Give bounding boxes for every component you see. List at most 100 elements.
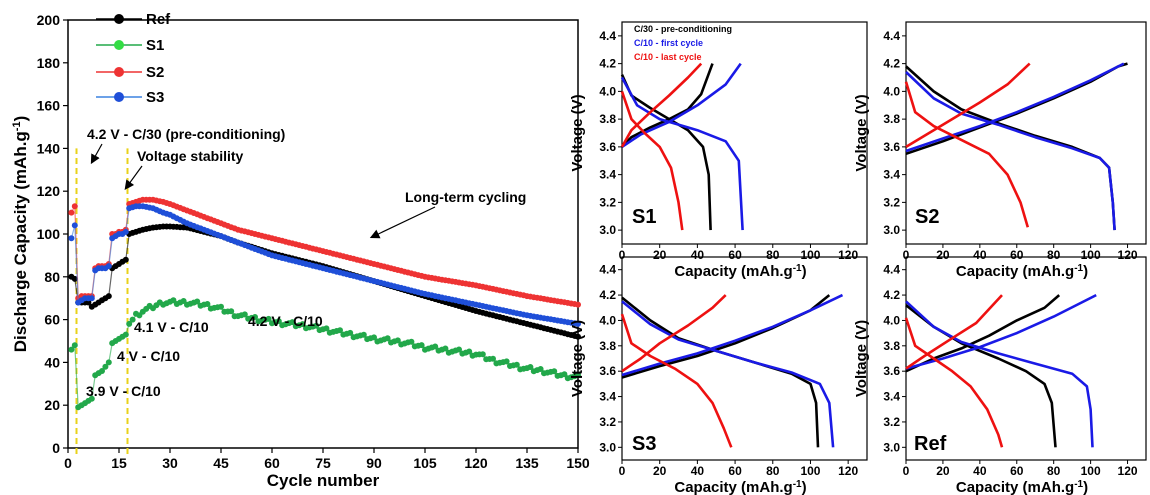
panel-ref: 3.0 3.2 3.4 3.6 3.8 4.0 4.2 4.4 0 20 40 60 80 100 120 R… (853, 256, 1147, 495)
main-y-tick-label: 60 (44, 312, 60, 328)
panel-y-tick-label: 4.0 (883, 313, 900, 327)
panel-x-tick-label: 20 (936, 464, 950, 478)
data-point (561, 371, 568, 378)
main-x-tick-label: 135 (515, 455, 539, 471)
panel-frame (621, 256, 868, 461)
data-point (71, 342, 78, 349)
legend-entry-s2: S2 (96, 64, 164, 81)
panel-frame (905, 256, 1147, 461)
panel-y-tick-label: 3.6 (883, 364, 900, 378)
panel-y-tick-label: 3.2 (599, 195, 616, 209)
cycling-chart: 0 20 40 60 80 100 120 140 160 180 200 0 15 30 45 60 75 9… (11, 11, 590, 490)
curve-charge (621, 294, 727, 373)
main-x-tick-label: 105 (413, 455, 437, 471)
series-s2 (68, 196, 581, 308)
legend-s1-marker (114, 40, 124, 50)
data-point (347, 329, 354, 336)
data-point (102, 363, 109, 370)
legend-s2-label: S2 (146, 64, 164, 81)
panel-y-tick-label: 3.8 (883, 112, 900, 126)
panel-s1: 3.03.23.43.63.84.04.24.40 20 40 60 80 100 120S… (569, 21, 868, 280)
data-point (527, 364, 534, 370)
panel-x-tick-label: 120 (838, 248, 858, 262)
panel-label: Ref (914, 433, 947, 455)
curve-discharge (620, 90, 684, 231)
panel-x-axis-label: Capacity (mAh.g-1) (956, 263, 1088, 280)
main-x-tick-label: 45 (213, 455, 229, 471)
data-point (313, 322, 320, 329)
legend-entry-ref: Ref (96, 11, 171, 28)
panel-y-tick-label: 3.4 (883, 390, 900, 404)
panel-x-tick-label: 0 (619, 464, 626, 478)
panel-y-tick-label: 4.4 (599, 263, 616, 277)
curve-discharge (620, 313, 733, 448)
curve-discharge (621, 300, 835, 448)
data-point (194, 298, 201, 305)
panel-y-tick-label: 3.8 (883, 339, 900, 353)
main-x-axis-label: Cycle number (267, 471, 380, 490)
annotation-voltage-stability: Voltage stability (137, 148, 244, 164)
data-point (575, 333, 581, 340)
panel-x-tick-label: 0 (619, 248, 626, 262)
main-y-tick-label: 160 (37, 98, 61, 114)
panel-y-tick-label: 3.8 (599, 112, 616, 126)
panel-x-tick-label: 100 (1081, 464, 1101, 478)
curve-discharge (620, 76, 744, 231)
data-point (394, 337, 401, 344)
arrow-preconditioning (90, 143, 103, 165)
legend-ref-marker (114, 14, 124, 24)
panel-x-tick-label: 100 (800, 464, 820, 478)
panel-s3: 3.0 3.2 3.4 3.6 3.8 4.0 4.2 4.4 0 20 40 60 80 100 120 S… (569, 256, 868, 495)
main-y-ticks: 0 20 40 60 80 100 120 140 160 180 200 (37, 12, 68, 456)
data-point (122, 256, 129, 263)
panel-x-tick-label: 60 (1010, 464, 1024, 478)
panel-y-tick-label: 3.6 (883, 140, 900, 154)
curve-charge (621, 293, 844, 377)
data-point (466, 348, 473, 355)
panel-y-tick-label: 3.4 (599, 168, 616, 182)
panel-x-tick-label: 80 (1047, 464, 1061, 478)
panel-y-tick-label: 3.2 (883, 415, 900, 429)
legend-s1-label: S1 (146, 37, 164, 54)
curve-discharge (904, 317, 1004, 448)
annotation-preconditioning: 4.2 V - C/30 (pre-conditioning) (87, 126, 285, 142)
data-point (218, 303, 224, 310)
data-point (122, 228, 129, 235)
annotation-long-term: Long-term cycling (405, 189, 526, 205)
panel-x-tick-label: 100 (800, 248, 820, 262)
main-x-tick-label: 30 (162, 455, 178, 471)
annotation-4v: 4 V - C/10 (117, 348, 180, 364)
main-annotations: 4.2 V - C/30 (pre-conditioning) Voltage … (86, 126, 526, 399)
panel-y-axis-label: Voltage (V) (853, 320, 870, 397)
legend-c10-first-label: C/10 - first cycle (634, 38, 703, 48)
panel-x-tick-label: 40 (973, 248, 987, 262)
data-point (408, 338, 415, 345)
data-point (241, 311, 248, 318)
panel-y-tick-label: 4.2 (883, 288, 900, 302)
data-point (228, 308, 235, 315)
panel-x-tick-label: 80 (766, 464, 780, 478)
main-y-tick-label: 40 (44, 354, 60, 370)
panel-x-tick-label: 60 (728, 464, 742, 478)
data-point (88, 395, 95, 402)
main-y-tick-label: 200 (37, 12, 61, 28)
data-point (575, 320, 581, 327)
panel-frame (905, 21, 1147, 245)
data-point (71, 203, 78, 210)
panel-y-tick-label: 3.0 (883, 440, 900, 454)
panel-x-tick-label: 20 (653, 248, 667, 262)
panel-x-axis-label: Capacity (mAh.g-1) (674, 479, 806, 495)
data-point (513, 361, 520, 368)
panel-x-axis-label: Capacity (mAh.g-1) (674, 263, 806, 280)
series-s1 (68, 297, 581, 411)
main-x-tick-label: 90 (366, 455, 382, 471)
annotation-3-9v: 3.9 V - C/10 (86, 383, 161, 399)
legend-s3-label: S3 (146, 89, 164, 106)
curve-charge (621, 62, 742, 148)
panel-x-tick-label: 60 (1010, 248, 1024, 262)
data-point (575, 372, 581, 379)
legend-c10-last-label: C/10 - last cycle (634, 52, 702, 62)
panel-y-axis-label: Voltage (V) (853, 94, 870, 171)
data-point (456, 346, 462, 353)
curve-discharge (904, 81, 1030, 228)
